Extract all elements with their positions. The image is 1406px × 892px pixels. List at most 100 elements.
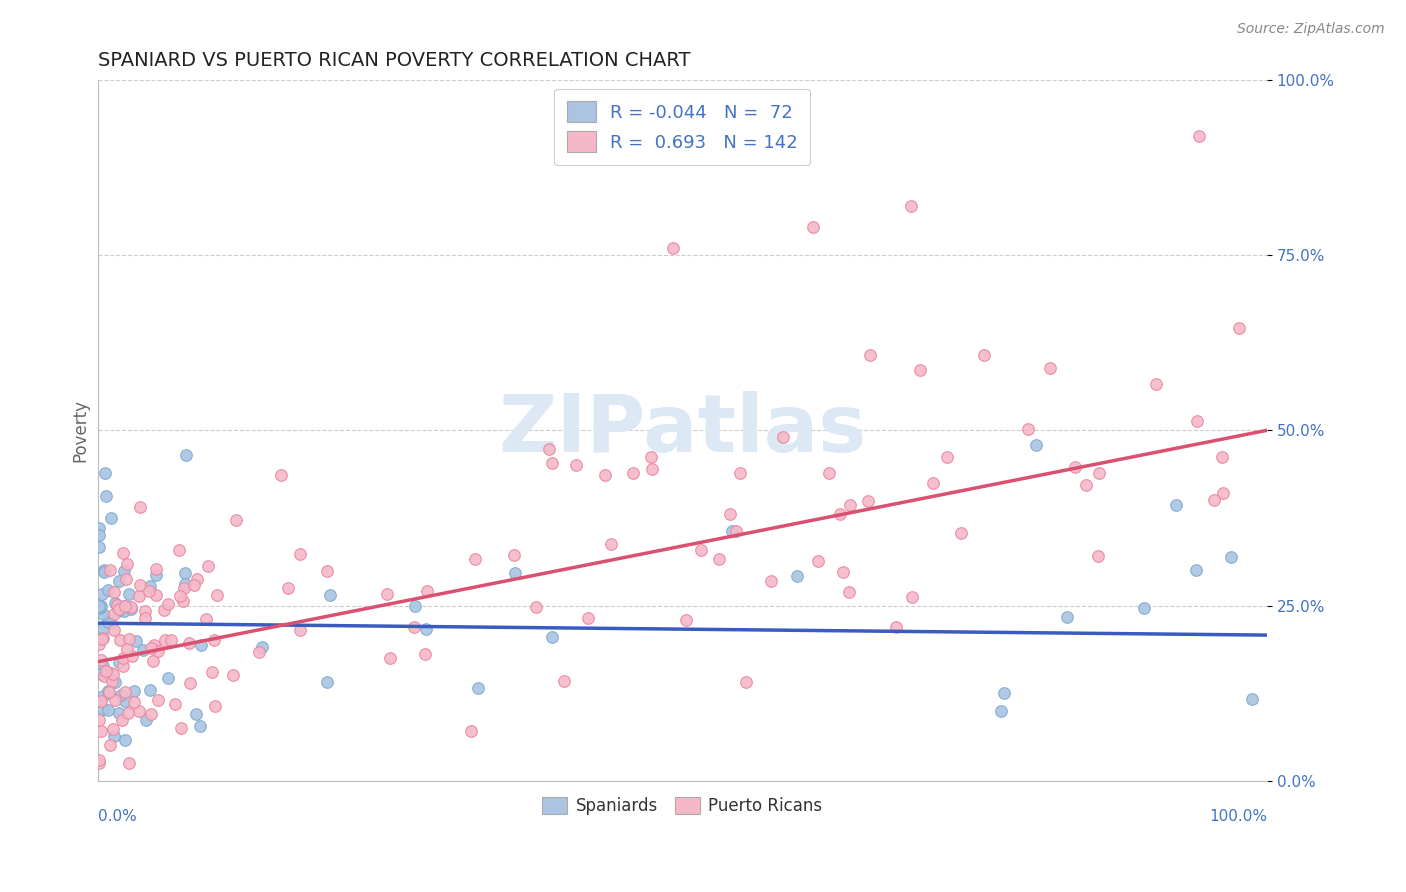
Point [173, 576, 195, 591]
Point [114, 685, 136, 699]
Point [375, 587, 398, 601]
Point [128, 590, 150, 604]
Point [157, 597, 180, 611]
Point [886, 620, 908, 634]
Point [1220, 549, 1243, 564]
Point [108, 574, 131, 588]
Point [90, 667, 112, 681]
Point [1088, 467, 1111, 481]
Point [1025, 438, 1047, 452]
Point [179, 675, 201, 690]
Point [91, 702, 114, 716]
Point [138, 584, 160, 599]
Point [204, 699, 226, 714]
Point [115, 642, 138, 657]
Point [160, 633, 183, 648]
Point [832, 566, 855, 580]
Point [247, 644, 270, 658]
Point [103, 623, 125, 637]
Point [90, 724, 112, 739]
Point [93, 563, 115, 577]
Point [90, 693, 112, 707]
Point [101, 674, 124, 689]
Point [131, 642, 153, 657]
Point [540, 456, 562, 470]
Point [93, 690, 115, 704]
Point [593, 467, 616, 482]
Point [115, 558, 138, 572]
Point [128, 704, 150, 718]
Point [1017, 422, 1039, 436]
Point [1227, 321, 1250, 335]
Point [141, 707, 163, 722]
Point [830, 508, 852, 522]
Point [174, 448, 197, 462]
Point [145, 588, 167, 602]
Point [107, 706, 129, 721]
Point [97, 615, 120, 629]
Point [98, 738, 121, 752]
Point [107, 604, 129, 618]
Point [148, 693, 170, 707]
Point [576, 611, 599, 625]
Point [170, 721, 193, 735]
Point [290, 547, 312, 561]
Point [98, 685, 121, 699]
Point [145, 562, 167, 576]
Point [108, 655, 131, 669]
Point [413, 647, 436, 661]
Point [108, 633, 131, 648]
Point [173, 566, 195, 580]
Point [1039, 360, 1062, 375]
Point [114, 732, 136, 747]
Point [96, 489, 118, 503]
Text: 0.0%: 0.0% [97, 809, 136, 824]
Point [900, 199, 922, 213]
Point [134, 604, 156, 618]
Point [859, 348, 882, 362]
Point [201, 665, 224, 679]
Point [163, 698, 186, 712]
Point [153, 603, 176, 617]
Point [641, 462, 664, 476]
Point [1185, 414, 1208, 428]
Point [1133, 601, 1156, 615]
Point [1187, 128, 1209, 143]
Point [91, 632, 114, 646]
Point [169, 589, 191, 603]
Point [1164, 498, 1187, 512]
Point [90, 652, 112, 666]
Point [690, 542, 713, 557]
Point [103, 666, 125, 681]
Point [100, 666, 122, 681]
Point [118, 587, 141, 601]
Point [1056, 610, 1078, 624]
Point [87, 521, 110, 535]
Point [122, 683, 145, 698]
Point [93, 565, 115, 579]
Point [724, 524, 747, 538]
Point [186, 572, 208, 586]
Point [173, 581, 195, 595]
Point [1144, 377, 1167, 392]
Point [100, 615, 122, 630]
Point [114, 565, 136, 579]
Text: SPANIARD VS PUERTO RICAN POVERTY CORRELATION CHART: SPANIARD VS PUERTO RICAN POVERTY CORRELA… [97, 51, 690, 70]
Point [807, 554, 830, 568]
Point [93, 669, 115, 683]
Point [194, 612, 217, 626]
Point [252, 640, 274, 654]
Point [115, 572, 138, 586]
Point [142, 654, 165, 668]
Point [125, 633, 148, 648]
Point [190, 638, 212, 652]
Y-axis label: Poverty: Poverty [72, 399, 89, 462]
Point [538, 442, 561, 457]
Text: ZIPatlas: ZIPatlas [498, 392, 866, 469]
Point [114, 599, 136, 613]
Point [104, 693, 127, 707]
Point [105, 599, 128, 613]
Point [1074, 478, 1097, 492]
Point [87, 599, 110, 614]
Point [167, 542, 190, 557]
